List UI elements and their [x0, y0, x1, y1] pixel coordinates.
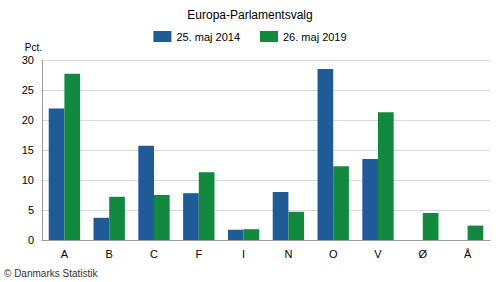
svg-text:B: B	[106, 248, 113, 260]
svg-text:25: 25	[22, 84, 34, 96]
svg-text:0: 0	[28, 234, 34, 246]
svg-text:Europa-Parlamentsvalg: Europa-Parlamentsvalg	[187, 8, 312, 22]
svg-text:C: C	[150, 248, 158, 260]
svg-text:A: A	[61, 248, 69, 260]
svg-text:15: 15	[22, 144, 34, 156]
svg-text:20: 20	[22, 114, 34, 126]
svg-text:30: 30	[22, 54, 34, 66]
svg-text:25. maj 2014: 25. maj 2014	[176, 31, 240, 43]
svg-text:N: N	[284, 248, 292, 260]
svg-text:F: F	[195, 248, 202, 260]
svg-text:5: 5	[28, 204, 34, 216]
svg-text:I: I	[242, 248, 245, 260]
svg-text:Ø: Ø	[419, 248, 428, 260]
svg-text:© Danmarks Statistik: © Danmarks Statistik	[4, 268, 99, 279]
svg-text:26. maj 2019: 26. maj 2019	[283, 31, 347, 43]
svg-text:V: V	[374, 248, 382, 260]
svg-text:Å: Å	[464, 248, 472, 260]
svg-text:Pct.: Pct.	[25, 42, 42, 53]
svg-text:O: O	[329, 248, 338, 260]
svg-text:10: 10	[22, 174, 34, 186]
